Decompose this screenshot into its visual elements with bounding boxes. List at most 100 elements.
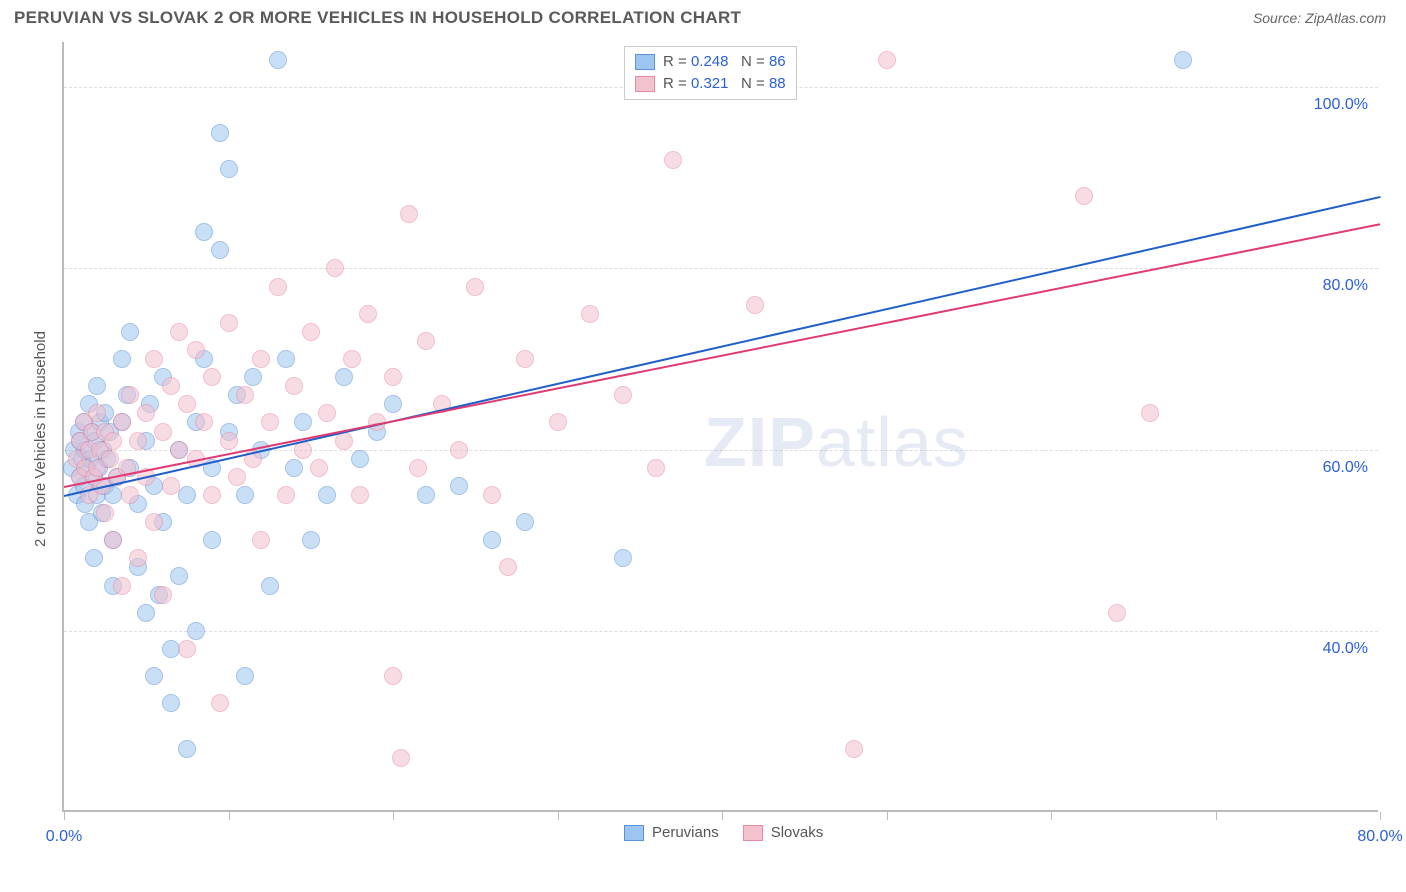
data-point: [400, 205, 418, 223]
data-point: [384, 395, 402, 413]
data-point: [113, 350, 131, 368]
data-point: [326, 259, 344, 277]
y-axis-label: 2 or more Vehicles in Household: [32, 331, 49, 547]
data-point: [277, 350, 295, 368]
legend-stats-text: R = 0.248 N = 86: [663, 51, 786, 73]
y-tick-label: 100.0%: [1314, 96, 1368, 114]
legend-label: Peruvians: [652, 824, 719, 841]
data-point: [195, 223, 213, 241]
data-point: [137, 604, 155, 622]
data-point: [104, 432, 122, 450]
data-point: [96, 504, 114, 522]
data-point: [145, 667, 163, 685]
data-point: [170, 567, 188, 585]
data-point: [450, 477, 468, 495]
data-point: [88, 404, 106, 422]
data-point: [450, 441, 468, 459]
data-point: [178, 395, 196, 413]
data-point: [170, 441, 188, 459]
data-point: [236, 667, 254, 685]
data-point: [516, 513, 534, 531]
data-point: [335, 368, 353, 386]
correlation-chart: 40.0%60.0%80.0%100.0%0.0%80.0%ZIPatlasR …: [14, 32, 1392, 852]
data-point: [154, 586, 172, 604]
data-point: [614, 549, 632, 567]
x-tick-label: 0.0%: [46, 828, 82, 846]
data-point: [417, 486, 435, 504]
data-point: [252, 350, 270, 368]
data-point: [195, 413, 213, 431]
data-point: [318, 486, 336, 504]
data-point: [483, 486, 501, 504]
data-point: [228, 468, 246, 486]
x-tick: [887, 812, 888, 820]
data-point: [1174, 51, 1192, 69]
gridline: [64, 631, 1378, 632]
data-point: [236, 386, 254, 404]
legend-item: Slovaks: [743, 824, 824, 841]
data-point: [211, 124, 229, 142]
data-point: [236, 486, 254, 504]
legend-stats-row: R = 0.321 N = 88: [635, 73, 786, 95]
legend-swatch: [635, 76, 655, 92]
data-point: [244, 368, 262, 386]
data-point: [417, 332, 435, 350]
data-point: [647, 459, 665, 477]
x-tick-label: 80.0%: [1357, 828, 1402, 846]
legend-stats: R = 0.248 N = 86R = 0.321 N = 88: [624, 46, 797, 100]
data-point: [664, 151, 682, 169]
x-tick: [64, 812, 65, 820]
data-point: [277, 486, 295, 504]
y-tick-label: 60.0%: [1323, 459, 1368, 477]
data-point: [409, 459, 427, 477]
data-point: [88, 377, 106, 395]
data-point: [113, 413, 131, 431]
data-point: [220, 432, 238, 450]
y-tick-label: 40.0%: [1323, 640, 1368, 658]
data-point: [384, 667, 402, 685]
data-point: [483, 531, 501, 549]
data-point: [121, 386, 139, 404]
data-point: [121, 486, 139, 504]
legend-label: Slovaks: [771, 824, 824, 841]
data-point: [310, 459, 328, 477]
data-point: [1075, 187, 1093, 205]
data-point: [85, 549, 103, 567]
data-point: [384, 368, 402, 386]
data-point: [121, 323, 139, 341]
data-point: [211, 694, 229, 712]
data-point: [187, 622, 205, 640]
data-point: [1108, 604, 1126, 622]
data-point: [499, 558, 517, 576]
data-point: [581, 305, 599, 323]
data-point: [220, 314, 238, 332]
x-tick: [1216, 812, 1217, 820]
x-tick: [1380, 812, 1381, 820]
source-label: Source: ZipAtlas.com: [1253, 10, 1386, 26]
data-point: [129, 432, 147, 450]
legend-swatch: [635, 54, 655, 70]
data-point: [516, 350, 534, 368]
legend-series: Peruvians Slovaks: [624, 824, 823, 841]
data-point: [845, 740, 863, 758]
chart-title: PERUVIAN VS SLOVAK 2 OR MORE VEHICLES IN…: [14, 8, 741, 28]
data-point: [113, 577, 131, 595]
data-point: [104, 531, 122, 549]
data-point: [261, 577, 279, 595]
data-point: [145, 350, 163, 368]
data-point: [285, 459, 303, 477]
data-point: [178, 640, 196, 658]
data-point: [549, 413, 567, 431]
data-point: [220, 160, 238, 178]
data-point: [294, 413, 312, 431]
trend-line: [64, 196, 1380, 497]
data-point: [269, 278, 287, 296]
legend-item: Peruvians: [624, 824, 719, 841]
data-point: [101, 450, 119, 468]
data-point: [252, 531, 270, 549]
watermark: ZIPatlas: [704, 402, 969, 482]
data-point: [269, 51, 287, 69]
data-point: [154, 423, 172, 441]
data-point: [129, 549, 147, 567]
gridline: [64, 268, 1378, 269]
